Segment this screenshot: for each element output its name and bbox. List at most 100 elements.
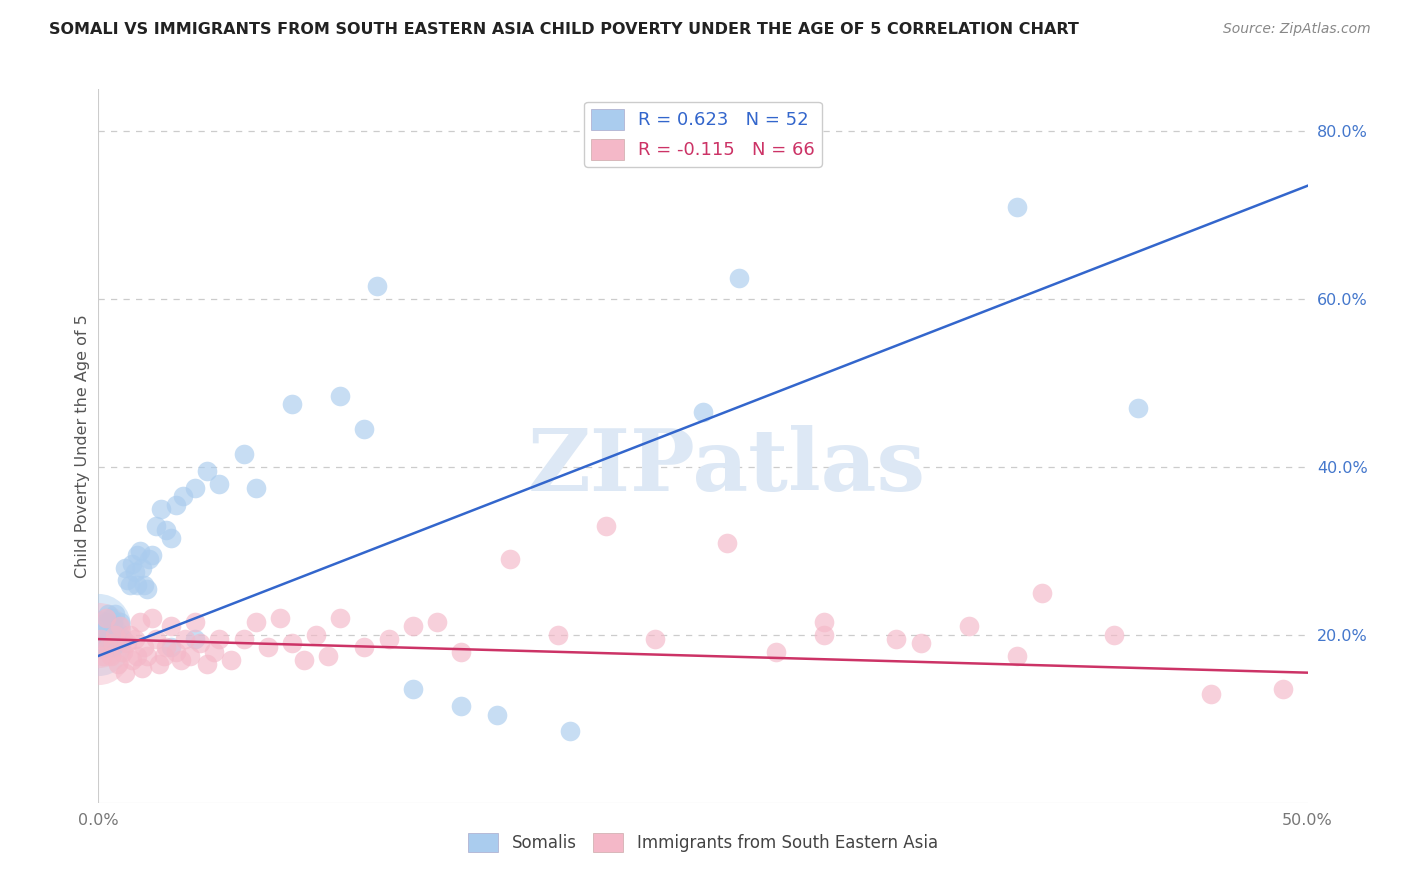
- Point: [281, 636, 304, 650]
- Point: [813, 628, 835, 642]
- Point: [90, 640, 112, 655]
- Point: [402, 682, 425, 697]
- Point: [117, 636, 139, 650]
- Point: [305, 628, 328, 642]
- Point: [121, 557, 143, 571]
- Point: [169, 653, 191, 667]
- Point: [94, 611, 117, 625]
- Text: SOMALI VS IMMIGRANTS FROM SOUTH EASTERN ASIA CHILD POVERTY UNDER THE AGE OF 5 CO: SOMALI VS IMMIGRANTS FROM SOUTH EASTERN …: [49, 22, 1078, 37]
- Point: [1007, 648, 1029, 663]
- Point: [728, 271, 751, 285]
- Point: [107, 628, 129, 642]
- Point: [87, 619, 110, 633]
- Point: [104, 607, 127, 621]
- Point: [1102, 628, 1125, 642]
- Point: [145, 632, 167, 646]
- Point: [366, 279, 388, 293]
- Point: [107, 657, 129, 672]
- Point: [114, 665, 136, 680]
- Point: [329, 389, 352, 403]
- Point: [121, 653, 143, 667]
- Point: [184, 632, 207, 646]
- Point: [558, 724, 581, 739]
- Point: [127, 648, 149, 663]
- Point: [91, 619, 114, 633]
- Point: [353, 640, 375, 655]
- Legend: Somalis, Immigrants from South Eastern Asia: Somalis, Immigrants from South Eastern A…: [461, 826, 945, 859]
- Point: [128, 615, 150, 630]
- Point: [1272, 682, 1295, 697]
- Point: [245, 615, 267, 630]
- Point: [134, 640, 156, 655]
- Text: ZIPatlas: ZIPatlas: [529, 425, 927, 509]
- Point: [377, 632, 399, 646]
- Point: [87, 636, 110, 650]
- Point: [128, 544, 150, 558]
- Point: [135, 582, 157, 596]
- Point: [547, 628, 569, 642]
- Point: [329, 611, 352, 625]
- Point: [127, 577, 149, 591]
- Point: [148, 657, 170, 672]
- Point: [152, 648, 174, 663]
- Point: [160, 532, 183, 546]
- Point: [450, 699, 472, 714]
- Point: [813, 615, 835, 630]
- Point: [498, 552, 520, 566]
- Point: [172, 489, 194, 503]
- Point: [426, 615, 449, 630]
- Point: [269, 611, 291, 625]
- Point: [101, 640, 124, 655]
- Point: [127, 548, 149, 562]
- Point: [100, 628, 122, 642]
- Point: [111, 645, 134, 659]
- Point: [138, 552, 160, 566]
- Point: [232, 632, 254, 646]
- Point: [245, 481, 267, 495]
- Point: [131, 560, 153, 574]
- Point: [1031, 586, 1053, 600]
- Point: [595, 518, 617, 533]
- Point: [104, 628, 127, 642]
- Point: [195, 657, 218, 672]
- Point: [90, 632, 112, 646]
- Point: [316, 648, 339, 663]
- Point: [195, 464, 218, 478]
- Point: [450, 645, 472, 659]
- Point: [160, 640, 183, 655]
- Point: [692, 405, 714, 419]
- Point: [208, 632, 231, 646]
- Point: [101, 636, 124, 650]
- Point: [97, 632, 120, 646]
- Point: [111, 632, 134, 646]
- Point: [131, 661, 153, 675]
- Point: [957, 619, 980, 633]
- Point: [150, 502, 173, 516]
- Point: [94, 628, 117, 642]
- Point: [134, 577, 156, 591]
- Point: [765, 645, 787, 659]
- Point: [91, 648, 114, 663]
- Point: [165, 645, 187, 659]
- Point: [174, 632, 197, 646]
- Point: [910, 636, 932, 650]
- Point: [221, 653, 243, 667]
- Point: [886, 632, 908, 646]
- Point: [97, 640, 120, 655]
- Point: [124, 565, 146, 579]
- Point: [292, 653, 315, 667]
- Point: [208, 476, 231, 491]
- Point: [353, 422, 375, 436]
- Point: [117, 574, 139, 588]
- Point: [165, 498, 187, 512]
- Point: [108, 619, 131, 633]
- Point: [108, 615, 131, 630]
- Point: [188, 636, 211, 650]
- Point: [141, 611, 163, 625]
- Point: [184, 481, 207, 495]
- Point: [100, 611, 122, 625]
- Point: [141, 548, 163, 562]
- Point: [204, 645, 226, 659]
- Point: [135, 648, 157, 663]
- Y-axis label: Child Poverty Under the Age of 5: Child Poverty Under the Age of 5: [75, 314, 90, 578]
